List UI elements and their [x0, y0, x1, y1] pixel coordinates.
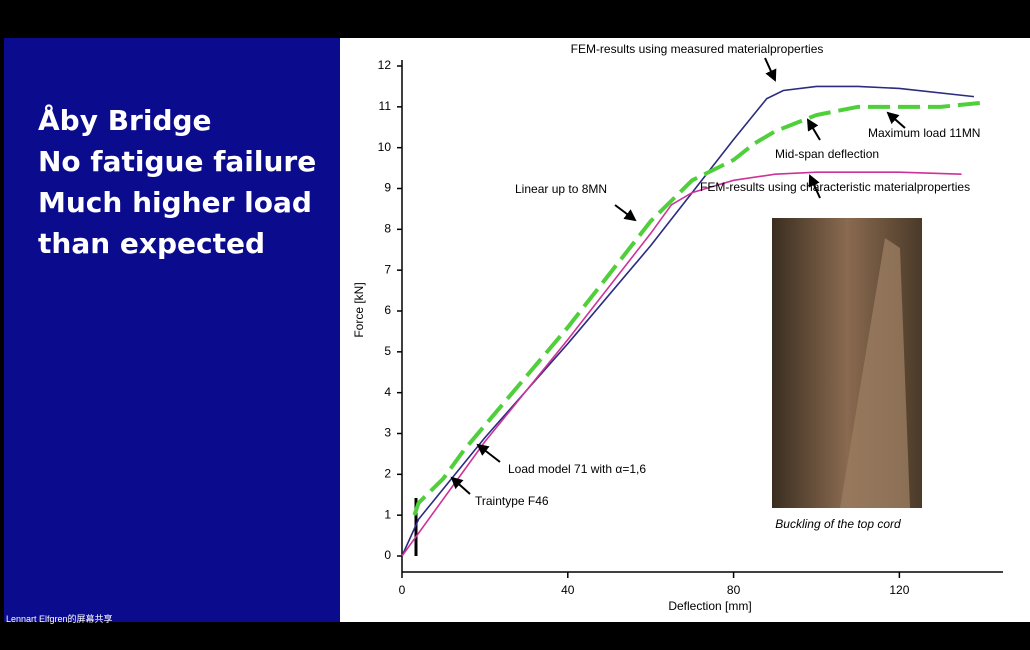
y-tick-label: 9 [384, 181, 391, 195]
series-annotation: Mid-span deflection [775, 147, 879, 161]
slide-line: Much higher load [38, 182, 374, 223]
y-tick-label: 5 [384, 344, 391, 358]
y-tick-label: 6 [384, 303, 391, 317]
series-annotation: FEM-results using characteristic materia… [700, 180, 970, 194]
x-axis-label: Deflection [mm] [668, 599, 751, 613]
y-tick-label: 1 [384, 507, 391, 521]
y-tick-label: 8 [384, 222, 391, 236]
series-annotation: FEM-results using measured materialprope… [571, 42, 824, 56]
y-tick-label: 0 [384, 548, 391, 562]
x-tick-label: 120 [889, 583, 909, 597]
slide-left: Åby Bridge No fatigue failure Much highe… [4, 38, 340, 622]
slide-line: than expected [38, 223, 374, 264]
page: Åby Bridge No fatigue failure Much highe… [0, 0, 1030, 650]
share-label: Lennart Elfgren的屏幕共享 [6, 612, 113, 625]
y-tick-label: 12 [378, 58, 392, 72]
annotation: Maximum load 11MN [868, 126, 980, 140]
slide-line: No fatigue failure [38, 141, 374, 182]
y-tick-label: 11 [379, 99, 392, 113]
chart: Buckling of the top cord 012345678910111… [340, 38, 1030, 622]
slide-line: Åby Bridge [38, 100, 374, 141]
y-axis-label: Force [kN] [352, 282, 366, 337]
y-tick-label: 2 [384, 467, 391, 481]
x-tick-label: 0 [399, 583, 406, 597]
x-tick-label: 40 [561, 583, 575, 597]
y-tick-label: 10 [378, 140, 392, 154]
annotation: Traintype F46 [475, 494, 549, 508]
y-tick-label: 3 [384, 426, 391, 440]
photo-caption: Buckling of the top cord [775, 517, 901, 531]
x-tick-label: 80 [727, 583, 741, 597]
annotation: Linear up to 8MN [515, 182, 607, 196]
y-tick-label: 4 [384, 385, 391, 399]
annotation: Load model 71 with α=1,6 [508, 462, 646, 476]
y-tick-label: 7 [384, 262, 391, 276]
